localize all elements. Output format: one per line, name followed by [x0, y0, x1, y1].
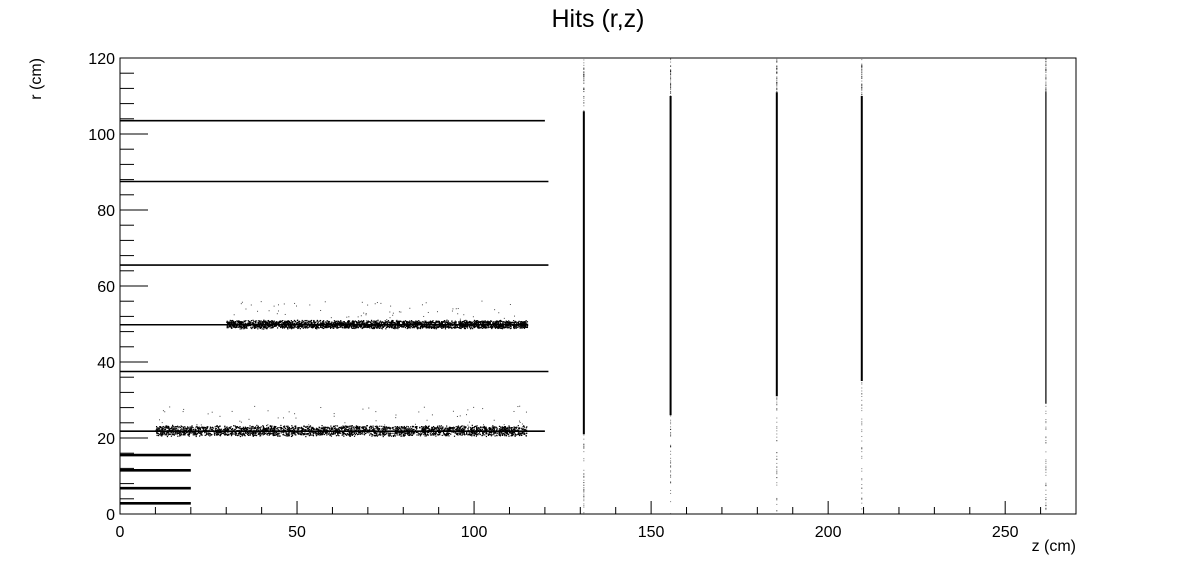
y-tick-label: 20 [97, 431, 115, 448]
y-tick-label: 100 [88, 127, 115, 144]
chart-title: Hits (r,z) [551, 5, 644, 33]
hit-band-1 [155, 405, 528, 438]
axes: 0 50 100 150 200 250 0 20 40 60 80 100 120 [88, 51, 1077, 541]
plot-frame [119, 57, 1077, 515]
x-tick-label: 200 [815, 524, 842, 541]
x-tick-label: 50 [288, 524, 306, 541]
x-axis-label: z (cm) [1032, 538, 1076, 555]
endcap-disk-2-hits [670, 58, 672, 515]
x-tick-label: 100 [461, 524, 488, 541]
x-tick-label: 0 [116, 524, 125, 541]
y-tick-label: 80 [97, 203, 115, 220]
y-axis-label: r (cm) [28, 58, 45, 100]
endcap-disk-1-hits [583, 59, 585, 515]
data-marks [120, 58, 1047, 515]
y-tick-label: 0 [106, 507, 115, 524]
hit-band-2 [226, 300, 529, 330]
endcap-disk-3-hits [776, 58, 778, 512]
y-tick-label: 40 [97, 355, 115, 372]
y-tick-label: 120 [88, 51, 115, 68]
endcap-disk-5-hits [1045, 58, 1047, 511]
x-tick-label: 150 [638, 524, 665, 541]
y-tick-label: 60 [97, 279, 115, 296]
x-tick-label: 250 [992, 524, 1019, 541]
